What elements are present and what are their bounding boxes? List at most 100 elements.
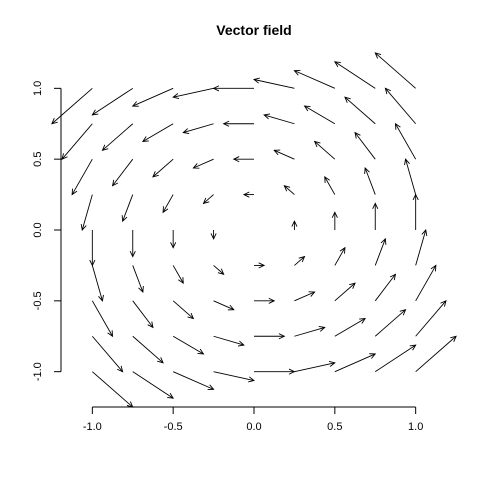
- arrow-head: [138, 285, 144, 293]
- arrow-shaft: [193, 158, 214, 169]
- arrow-shaft: [294, 70, 336, 89]
- arrow-shaft: [405, 159, 417, 195]
- vector-arrow: [283, 185, 295, 195]
- vector-arrow: [132, 371, 175, 399]
- vector-arrow: [222, 120, 254, 127]
- arrow-head: [328, 360, 336, 367]
- vector-arrow: [213, 335, 245, 347]
- arrow-head: [182, 128, 190, 135]
- vector-arrow: [354, 131, 376, 160]
- vector-arrow: [202, 194, 214, 205]
- arrow-shaft: [112, 158, 134, 187]
- arrow-shaft: [152, 158, 174, 178]
- arrow-shaft: [334, 353, 376, 373]
- arrow-head: [313, 140, 321, 148]
- arrow-head: [157, 357, 164, 364]
- arrow-head: [162, 206, 169, 214]
- vector-arrow: [213, 265, 225, 275]
- arrow-shaft: [334, 247, 346, 266]
- arrow-shaft: [294, 326, 325, 337]
- arrow-shaft: [213, 335, 245, 346]
- arrow-shaft: [354, 132, 376, 160]
- vector-arrow: [254, 368, 296, 375]
- vector-arrow: [210, 230, 217, 240]
- arrow-head: [318, 325, 326, 332]
- vector-arrow: [324, 175, 336, 195]
- vector-arrow: [232, 156, 254, 163]
- arrow-head: [333, 61, 341, 68]
- vector-arrow: [111, 158, 134, 187]
- arrow-head: [101, 144, 109, 151]
- arrow-shaft: [334, 282, 356, 302]
- arrow-head: [298, 255, 306, 263]
- x-tick-label: -0.5: [164, 421, 183, 433]
- arrow-shaft: [294, 291, 315, 302]
- arrow-shaft: [415, 335, 457, 373]
- y-tick-label: -1.0: [32, 362, 44, 381]
- arrow-head: [210, 233, 217, 240]
- arrow-head: [283, 185, 291, 192]
- vector-arrow: [80, 194, 93, 231]
- arrow-head: [116, 365, 124, 373]
- arrow-shaft: [213, 371, 255, 381]
- vector-arrow: [303, 105, 336, 125]
- vector-arrow: [213, 300, 235, 311]
- vector-arrow: [89, 230, 96, 267]
- vector-arrow: [192, 158, 214, 169]
- vector-arrow: [375, 344, 417, 373]
- arrow-shaft: [142, 123, 174, 142]
- vector-arrow: [132, 265, 144, 293]
- x-tick-label: 0.5: [327, 421, 342, 433]
- arrow-shaft: [132, 87, 174, 107]
- arrow-head: [278, 333, 286, 340]
- arrow-shaft: [274, 149, 295, 160]
- y-tick-label: 1.0: [32, 81, 44, 96]
- vector-arrow: [415, 264, 437, 302]
- vector-arrow: [213, 371, 256, 383]
- arrow-head: [374, 52, 382, 59]
- arrow-head: [197, 348, 205, 355]
- vector-arrow: [71, 158, 93, 196]
- arrow-head: [91, 109, 99, 116]
- vector-arrow: [263, 113, 295, 125]
- vector-arrow: [170, 230, 177, 249]
- arrow-head: [339, 246, 346, 254]
- arrow-head: [192, 163, 200, 169]
- arrow-shaft: [253, 79, 295, 89]
- arrow-head: [409, 344, 417, 351]
- arrow-head: [440, 300, 447, 307]
- arrow-shaft: [374, 273, 396, 302]
- arrow-shaft: [132, 300, 154, 328]
- vector-arrow: [254, 262, 266, 269]
- arrow-head: [331, 211, 338, 218]
- vector-arrow: [384, 87, 417, 125]
- vector-arrow: [404, 158, 417, 195]
- vector-arrow: [294, 255, 306, 266]
- vector-arrow: [141, 123, 174, 142]
- arrow-shaft: [415, 229, 427, 266]
- vector-arrow: [212, 85, 254, 92]
- arrow-head: [80, 224, 87, 231]
- arrow-head: [303, 105, 311, 112]
- vector-arrow: [415, 335, 457, 373]
- arrow-shaft: [122, 194, 134, 222]
- vector-arrow: [334, 353, 377, 373]
- arrow-shaft: [162, 194, 174, 213]
- arrow-shaft: [173, 87, 214, 98]
- arrow-head: [394, 122, 401, 130]
- arrow-shaft: [415, 265, 437, 302]
- vector-arrow: [294, 360, 336, 373]
- arrow-head: [152, 171, 159, 178]
- arrow-head: [172, 93, 180, 100]
- arrow-shaft: [91, 265, 103, 301]
- arrow-shaft: [91, 300, 113, 337]
- x-tick-label: 0.0: [246, 421, 261, 433]
- arrow-head: [51, 118, 58, 125]
- arrow-shaft: [172, 300, 194, 319]
- arrow-shaft: [263, 114, 295, 125]
- arrow-head: [293, 69, 301, 76]
- arrow-shaft: [304, 105, 336, 125]
- vector-arrow: [91, 87, 133, 116]
- vector-arrow: [273, 149, 295, 160]
- vector-arrow: [252, 77, 295, 89]
